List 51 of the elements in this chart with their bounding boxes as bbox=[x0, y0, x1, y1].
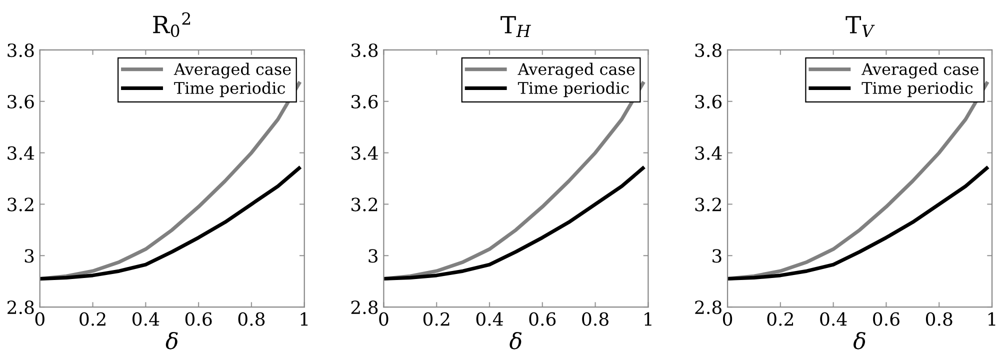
x-tick-label: 0.2 bbox=[767, 312, 794, 326]
y-tick-label: 3.4 bbox=[352, 146, 378, 160]
x-axis-title: δ bbox=[854, 332, 866, 350]
line-series bbox=[384, 166, 645, 281]
y-tick-label: 2.8 bbox=[695, 300, 722, 314]
x-tick-label: 0.4 bbox=[820, 312, 847, 326]
y-tick-label: 3.6 bbox=[352, 94, 378, 109]
x-tick-label: 1 bbox=[988, 312, 996, 326]
y-tick-label: 3 bbox=[712, 249, 722, 263]
x-axis-title: δ bbox=[166, 332, 178, 350]
y-tick-label: 3.2 bbox=[695, 198, 721, 212]
y-tick-label: 3.6 bbox=[695, 94, 722, 109]
y-tick-label: 3.8 bbox=[8, 43, 34, 58]
legend-label: Averaged case bbox=[174, 62, 291, 78]
y-tick-label: 3 bbox=[24, 249, 34, 263]
chart-title: R$_{0}$$^{2}$ bbox=[153, 12, 190, 38]
x-tick-label: 1 bbox=[300, 312, 308, 326]
x-tick-label: 0.8 bbox=[582, 312, 608, 326]
x-tick-label: 0.6 bbox=[873, 312, 900, 326]
chart-title: T$_{H}$ bbox=[500, 16, 532, 37]
x-tick-label: 0.4 bbox=[132, 312, 160, 326]
y-tick-label: 3.2 bbox=[352, 198, 378, 212]
line-series bbox=[728, 166, 989, 281]
legend-label: Time periodic bbox=[518, 82, 629, 98]
legend-label: Averaged case bbox=[862, 62, 978, 78]
y-tick-label: 2.8 bbox=[351, 300, 378, 314]
chart-title: T$_{V}$ bbox=[846, 16, 875, 37]
y-tick-label: 3.4 bbox=[695, 146, 722, 160]
x-tick-label: 0.4 bbox=[476, 312, 503, 326]
x-tick-label: 0.6 bbox=[529, 312, 556, 326]
x-tick-label: 0.6 bbox=[185, 312, 212, 326]
x-tick-label: 0 bbox=[722, 312, 732, 326]
y-tick-label: 3 bbox=[368, 249, 378, 263]
y-tick-label: 2.8 bbox=[8, 300, 34, 314]
x-tick-label: 0.8 bbox=[238, 312, 265, 326]
y-tick-label: 3.4 bbox=[8, 146, 34, 160]
y-tick-label: 3.6 bbox=[8, 94, 34, 109]
x-tick-label: 0 bbox=[35, 312, 44, 326]
y-tick-label: 3.2 bbox=[8, 198, 34, 212]
x-tick-label: 0.8 bbox=[926, 312, 952, 326]
line-series bbox=[40, 166, 301, 281]
legend-label: Time periodic bbox=[862, 82, 973, 98]
y-tick-label: 3.8 bbox=[695, 43, 722, 58]
legend-label: Time periodic bbox=[174, 82, 285, 98]
x-tick-label: 0 bbox=[379, 312, 388, 326]
x-tick-label: 0.2 bbox=[423, 312, 450, 326]
y-tick-label: 3.8 bbox=[352, 43, 378, 58]
x-tick-label: 1 bbox=[644, 312, 652, 326]
x-axis-title: δ bbox=[510, 332, 522, 350]
legend-label: Averaged case bbox=[518, 62, 635, 78]
x-tick-label: 0.2 bbox=[80, 312, 106, 326]
